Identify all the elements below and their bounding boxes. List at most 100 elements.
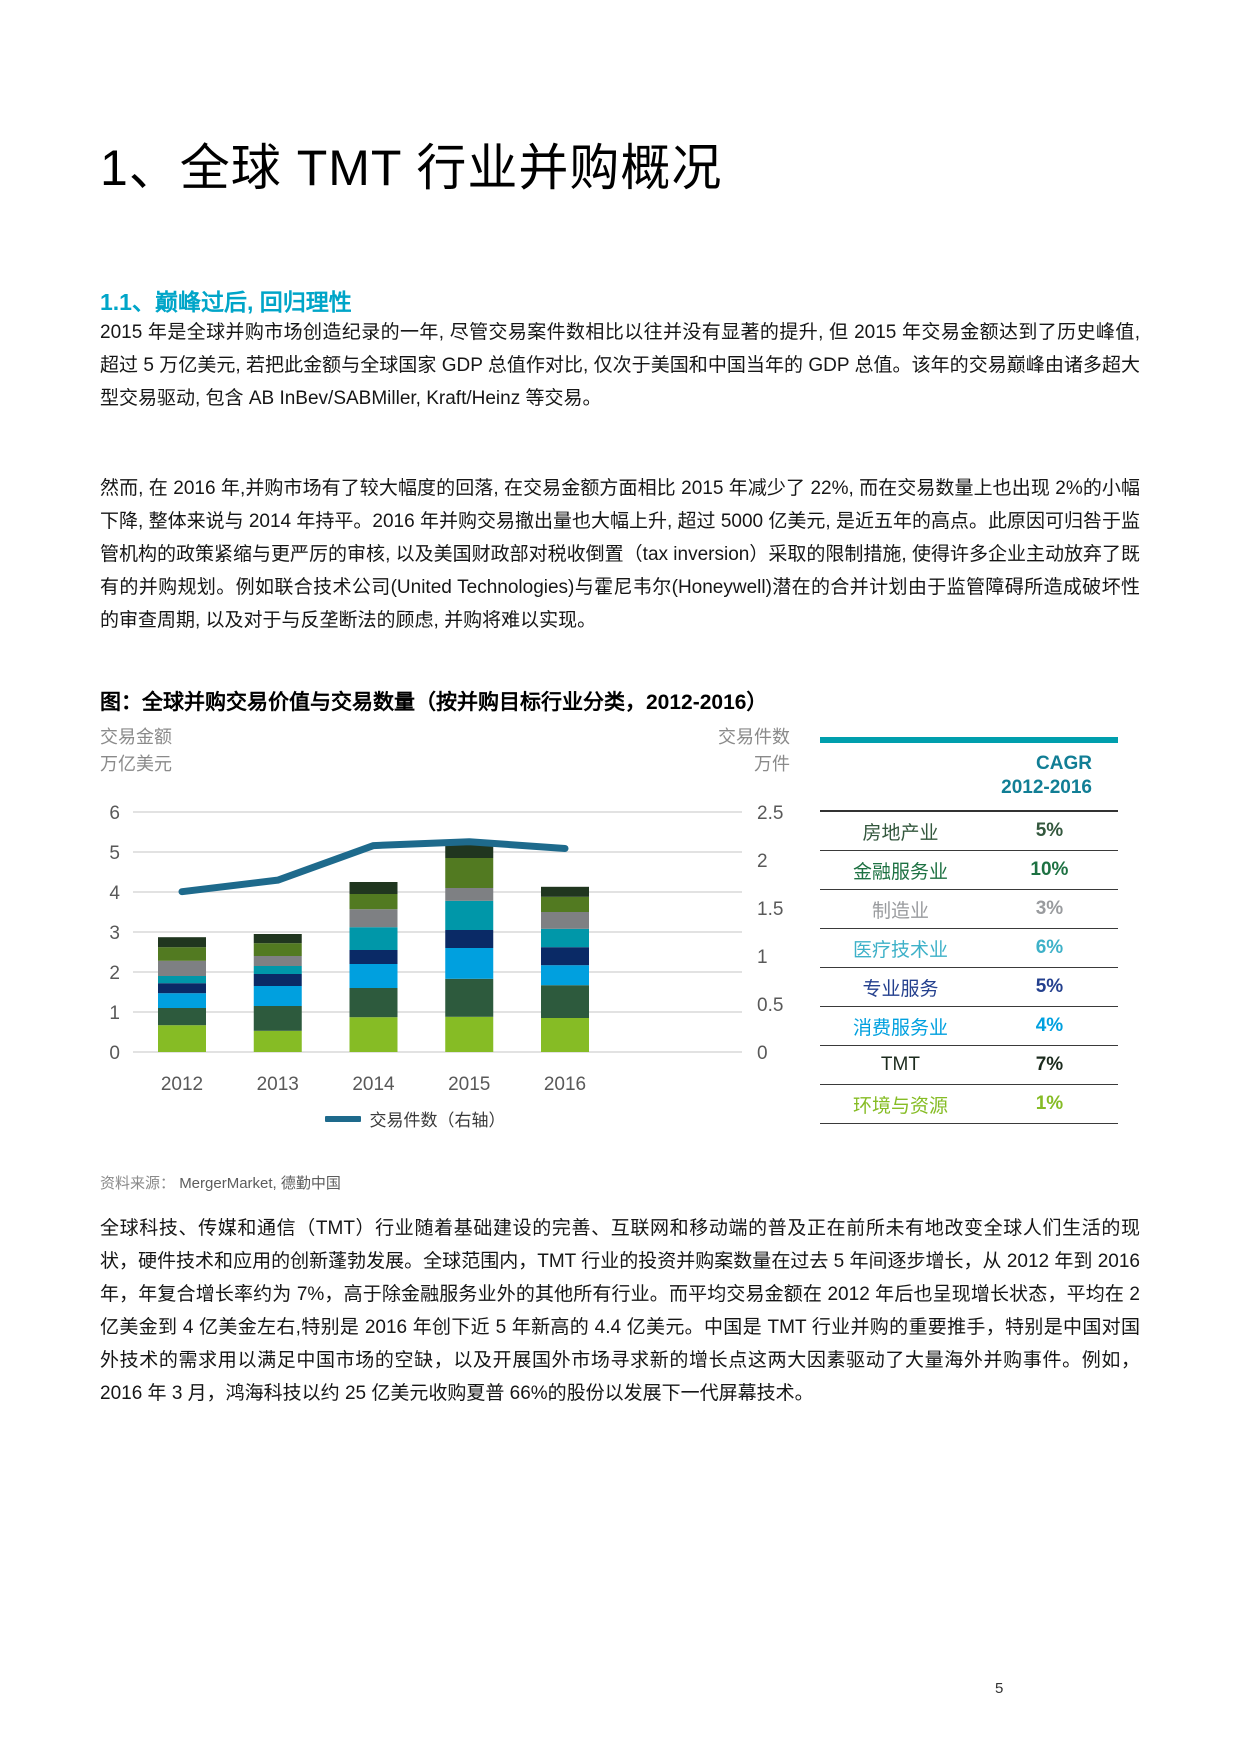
bar-segment bbox=[349, 988, 398, 1018]
industry-label: 房地产业 bbox=[862, 822, 939, 844]
bar-segment bbox=[349, 909, 398, 928]
source-label: 资料来源： bbox=[100, 1175, 176, 1192]
bar-segment bbox=[253, 966, 302, 974]
bar-segment bbox=[445, 948, 494, 979]
right-axis-tick: 0 bbox=[757, 1043, 768, 1064]
table-row: 医疗技术业 6% bbox=[820, 929, 1118, 968]
page-title: 1、全球 TMT 行业并购概况 bbox=[100, 140, 723, 196]
table-row: 制造业 3% bbox=[820, 890, 1118, 929]
table-accent-bar bbox=[820, 737, 1118, 743]
x-axis-label: 2012 bbox=[161, 1074, 203, 1095]
bar-segment bbox=[349, 927, 398, 950]
bar-segment bbox=[445, 844, 494, 858]
bar-segment bbox=[445, 858, 494, 888]
industry-label: 医疗技术业 bbox=[852, 939, 948, 961]
figure-title: 图：全球并购交易价值与交易数量（按并购目标行业分类，2012-2016） bbox=[100, 691, 768, 714]
table-row: 房地产业 5% bbox=[820, 812, 1118, 851]
table-header-line2: 2012-2016 bbox=[1001, 777, 1092, 798]
x-axis-label: 2016 bbox=[544, 1074, 586, 1095]
bar-segment bbox=[445, 900, 494, 930]
bar-segment bbox=[158, 960, 206, 976]
cagr-table: CAGR 2012-2016 房地产业 5% 金融服务业 10% 制造业 3% 医疗技术业 6… bbox=[820, 737, 1118, 1124]
industry-label: 专业服务 bbox=[862, 978, 939, 1000]
bar-segment bbox=[158, 1008, 206, 1026]
bar-segment bbox=[541, 928, 589, 948]
bar-segment bbox=[158, 1025, 206, 1052]
bar-segment bbox=[349, 1017, 398, 1052]
left-axis-tick: 3 bbox=[109, 923, 120, 944]
bar-segment bbox=[349, 950, 398, 964]
bar-segment bbox=[253, 1006, 302, 1031]
x-axis-label: 2013 bbox=[257, 1074, 299, 1095]
table-row: 环境与资源 1% bbox=[820, 1085, 1118, 1124]
page-number: 5 bbox=[995, 1680, 1004, 1697]
stacked-bar-line-chart: 0 1 2 3 4 5 6 0 0.5 1 1.5 2 2.5 2012 2013 2014 2015 2016 bbox=[109, 803, 783, 1095]
left-axis-title: 交易金额 万亿美元 bbox=[100, 724, 172, 778]
bar-segment bbox=[158, 976, 206, 984]
right-axis-tick: 1.5 bbox=[757, 899, 783, 920]
paragraph-1: 2015 年是全球并购市场创造纪录的一年, 尽管交易案件数相比以往并没有显著的提… bbox=[100, 322, 1140, 409]
bar-segment bbox=[158, 993, 206, 1008]
bar-segment bbox=[541, 947, 589, 966]
left-axis-tick: 5 bbox=[109, 843, 120, 864]
section-heading: 1.1、巅峰过后, 回归理性 bbox=[100, 289, 352, 315]
legend-label: 交易件数（右轴） bbox=[369, 1111, 506, 1130]
bar-segment bbox=[253, 986, 302, 1006]
bar-segment bbox=[445, 930, 494, 948]
bar-segment bbox=[253, 943, 302, 956]
table-row: 消费服务业 4% bbox=[820, 1007, 1118, 1046]
table-row: TMT 7% bbox=[820, 1046, 1118, 1085]
bar-segment bbox=[158, 937, 206, 948]
bar-segment bbox=[253, 974, 302, 986]
bar-segment bbox=[158, 983, 206, 994]
industry-label: 金融服务业 bbox=[852, 861, 948, 883]
left-axis-tick: 4 bbox=[109, 883, 120, 904]
table-row: 专业服务 5% bbox=[820, 968, 1118, 1007]
bar-segment bbox=[349, 882, 398, 894]
industry-label: 消费服务业 bbox=[852, 1017, 948, 1039]
cagr-value: 3% bbox=[1035, 898, 1064, 919]
table-header-line1: CAGR bbox=[1036, 753, 1092, 774]
table-rows: 房地产业 5% 金融服务业 10% 制造业 3% 医疗技术业 6% 专业服务 5% 消费服务业 4% T… bbox=[820, 812, 1118, 1124]
left-axis-tick: 6 bbox=[109, 803, 120, 824]
industry-label: TMT bbox=[880, 1054, 920, 1075]
cagr-value: 10% bbox=[1030, 859, 1069, 880]
bar-segment bbox=[541, 1018, 589, 1052]
paragraph-2: 然而, 在 2016 年,并购市场有了较大幅度的回落, 在交易金额方面相比 20… bbox=[100, 478, 1140, 631]
right-axis-tick: 1 bbox=[757, 947, 768, 968]
right-axis-tick: 0.5 bbox=[757, 995, 783, 1016]
right-axis-tick: 2.5 bbox=[757, 803, 783, 824]
industry-label: 环境与资源 bbox=[852, 1095, 948, 1117]
bar-segment bbox=[349, 894, 398, 910]
left-axis-title-line1: 交易金额 bbox=[100, 727, 172, 747]
bar-segment bbox=[253, 934, 302, 944]
cagr-value: 4% bbox=[1035, 1015, 1064, 1036]
left-axis-tick: 2 bbox=[109, 963, 120, 984]
bar-segment bbox=[445, 888, 494, 901]
x-axis-label: 2015 bbox=[448, 1074, 490, 1095]
left-axis-tick: 1 bbox=[109, 1003, 120, 1024]
table-row: 金融服务业 10% bbox=[820, 851, 1118, 890]
bar-segment bbox=[253, 1030, 302, 1052]
bar-segment bbox=[445, 978, 494, 1017]
cagr-value: 1% bbox=[1035, 1093, 1064, 1114]
bar-segment bbox=[158, 947, 206, 961]
bar-segment bbox=[349, 964, 398, 988]
closing-paragraph: 全球科技、传媒和通信（TMT）行业随着基础建设的完善、互联网和移动端的普及正在前… bbox=[100, 1218, 1140, 1404]
cagr-value: 5% bbox=[1035, 976, 1064, 997]
industry-label: 制造业 bbox=[871, 900, 929, 922]
bar-segment bbox=[541, 886, 589, 897]
source-value: MergerMarket, 德勤中国 bbox=[179, 1175, 341, 1192]
bar-segment bbox=[541, 912, 589, 929]
table-header: CAGR 2012-2016 bbox=[820, 743, 1118, 812]
legend-line-swatch bbox=[324, 1115, 361, 1122]
cagr-value: 5% bbox=[1035, 820, 1064, 841]
deal-count-line bbox=[178, 838, 569, 896]
cagr-value: 6% bbox=[1035, 937, 1064, 958]
cagr-value: 7% bbox=[1035, 1054, 1064, 1075]
x-axis-label: 2014 bbox=[352, 1074, 395, 1095]
chart-legend: 交易件数（右轴） bbox=[215, 1106, 615, 1131]
right-axis-tick: 2 bbox=[757, 851, 768, 872]
bar-segment bbox=[253, 956, 302, 966]
